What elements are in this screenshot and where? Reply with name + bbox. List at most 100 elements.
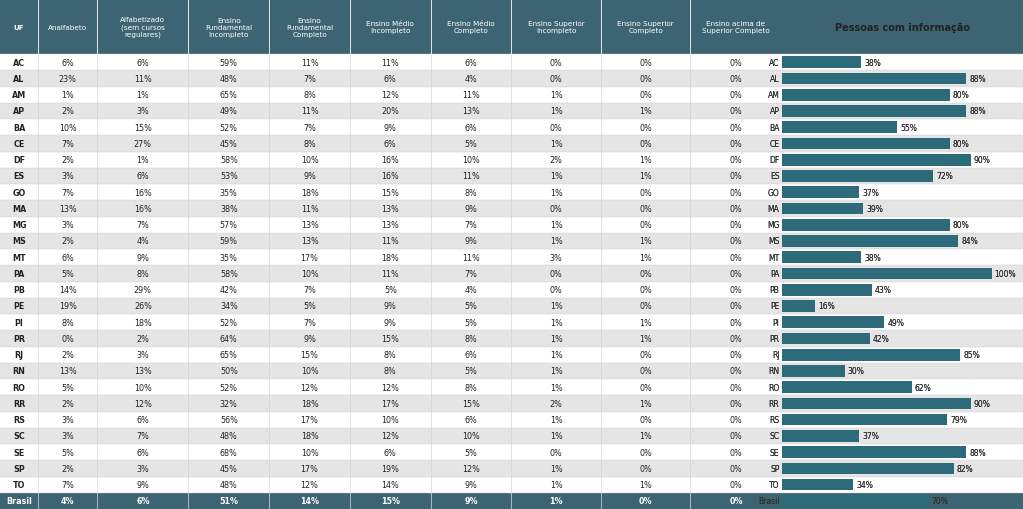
Text: 37%: 37% [862,432,880,440]
Bar [691,331,782,347]
Text: AM: AM [767,91,780,100]
Text: 0%: 0% [729,302,743,311]
Bar [350,266,431,282]
Text: 18%: 18% [301,188,318,197]
Text: RR: RR [13,399,26,408]
Text: 4%: 4% [464,286,478,295]
Bar [691,185,782,201]
Text: 0%: 0% [639,75,652,84]
Bar [782,317,885,328]
Bar [431,249,512,266]
Text: 2%: 2% [136,334,149,343]
Bar [782,412,1023,428]
Text: 0%: 0% [639,59,652,68]
Bar [782,252,861,264]
Bar [601,444,691,460]
Text: 80%: 80% [952,91,970,100]
Text: 0%: 0% [729,415,743,425]
Bar [350,282,431,298]
Bar [188,315,269,331]
Text: 100%: 100% [994,269,1016,278]
Text: 13%: 13% [382,205,399,213]
Bar [782,171,933,182]
Text: 1%: 1% [639,107,652,116]
Text: 88%: 88% [970,107,986,116]
Text: 11%: 11% [462,91,480,100]
Text: 0%: 0% [639,91,652,100]
Text: 38%: 38% [220,205,237,213]
Bar [782,203,863,215]
Text: RJ: RJ [771,351,780,359]
Text: Ensino Superior
Completo: Ensino Superior Completo [617,21,674,34]
Text: 0%: 0% [639,221,652,230]
Bar [782,136,1023,152]
Bar [691,460,782,476]
Text: 56%: 56% [220,415,237,425]
Text: 85%: 85% [964,351,980,359]
Text: 52%: 52% [220,383,237,392]
Text: PR: PR [769,334,780,343]
Bar [269,379,350,395]
Text: Ensino Médio
Incompleto: Ensino Médio Incompleto [366,21,414,34]
Bar [188,249,269,266]
Text: 12%: 12% [134,399,151,408]
Text: 12%: 12% [462,464,480,473]
Bar [782,252,861,264]
Bar [601,266,691,282]
Bar [97,104,188,120]
Bar [0,217,38,233]
Text: 52%: 52% [220,318,237,327]
Bar [782,298,1023,315]
Text: 7%: 7% [61,480,75,489]
Text: 1%: 1% [549,464,563,473]
Text: 34%: 34% [856,480,873,489]
Text: 1%: 1% [639,237,652,246]
Bar [269,428,350,444]
Bar [691,412,782,428]
Text: 10%: 10% [301,156,318,165]
Bar [431,363,512,379]
Bar [350,249,431,266]
Text: 3%: 3% [549,253,563,262]
Bar [188,460,269,476]
Text: 6%: 6% [136,172,149,181]
Text: 0%: 0% [639,496,653,505]
Text: CE: CE [13,139,25,149]
Bar [691,476,782,493]
Bar [269,71,350,88]
Bar [38,395,97,412]
Bar [350,201,431,217]
Text: 6%: 6% [384,139,397,149]
Bar [350,476,431,493]
Text: 9%: 9% [464,237,478,246]
Bar [512,428,601,444]
Text: 42%: 42% [873,334,890,343]
Text: RO: RO [12,383,26,392]
Text: 0%: 0% [549,75,563,84]
Bar [0,363,38,379]
Text: 2%: 2% [61,351,75,359]
Bar [512,88,601,104]
Bar [782,365,845,377]
Bar [601,249,691,266]
Bar [350,460,431,476]
Text: 15%: 15% [462,399,480,408]
Bar [782,152,1023,168]
Bar [691,315,782,331]
Text: 3%: 3% [136,464,149,473]
Bar [782,382,911,393]
Text: BA: BA [769,124,780,132]
Bar [350,120,431,136]
Text: 1%: 1% [549,302,563,311]
Bar [269,168,350,185]
Bar [350,363,431,379]
Text: TO: TO [769,480,780,489]
Bar [512,217,601,233]
Text: 1%: 1% [549,318,563,327]
Text: RS: RS [13,415,26,425]
Text: 11%: 11% [462,253,480,262]
Text: RR: RR [768,399,780,408]
Bar [97,444,188,460]
Bar [431,476,512,493]
Text: 1%: 1% [549,415,563,425]
